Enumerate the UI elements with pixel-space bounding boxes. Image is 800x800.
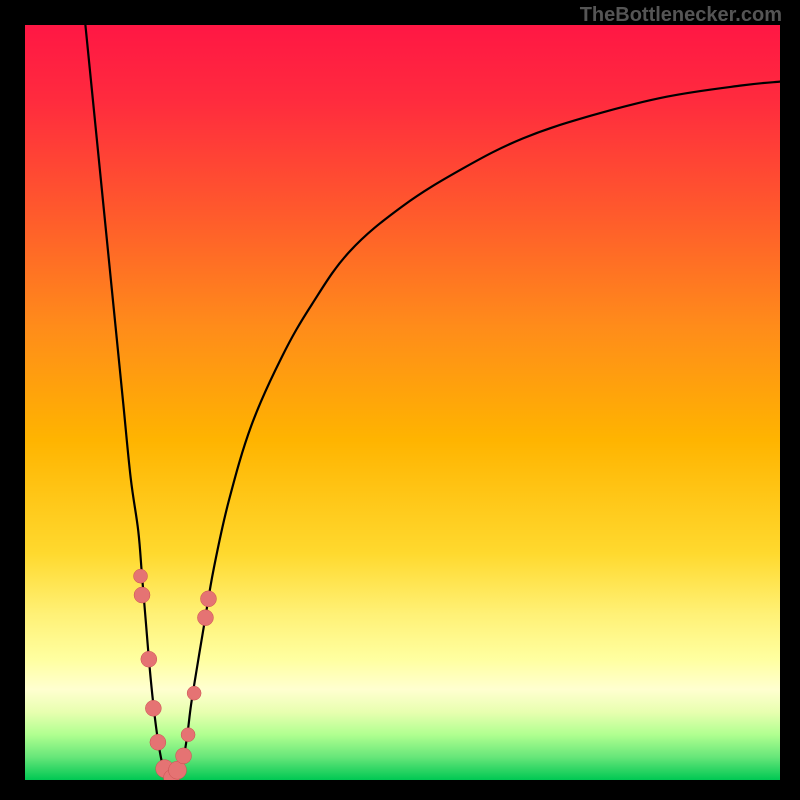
data-marker [134,569,148,583]
curve-left-branch [85,25,168,778]
data-marker [197,610,213,626]
chart-svg [25,25,780,780]
data-marker [200,591,216,607]
data-marker [141,651,157,667]
curve-right-branch [174,82,780,779]
marker-group [134,569,217,780]
data-marker [145,700,161,716]
plot-area [25,25,780,780]
watermark-text: TheBottlenecker.com [580,4,782,27]
data-marker [181,728,195,742]
curve-group [85,25,780,780]
data-marker [134,587,150,603]
data-marker [187,686,201,700]
data-marker [176,748,192,764]
data-marker [150,734,166,750]
